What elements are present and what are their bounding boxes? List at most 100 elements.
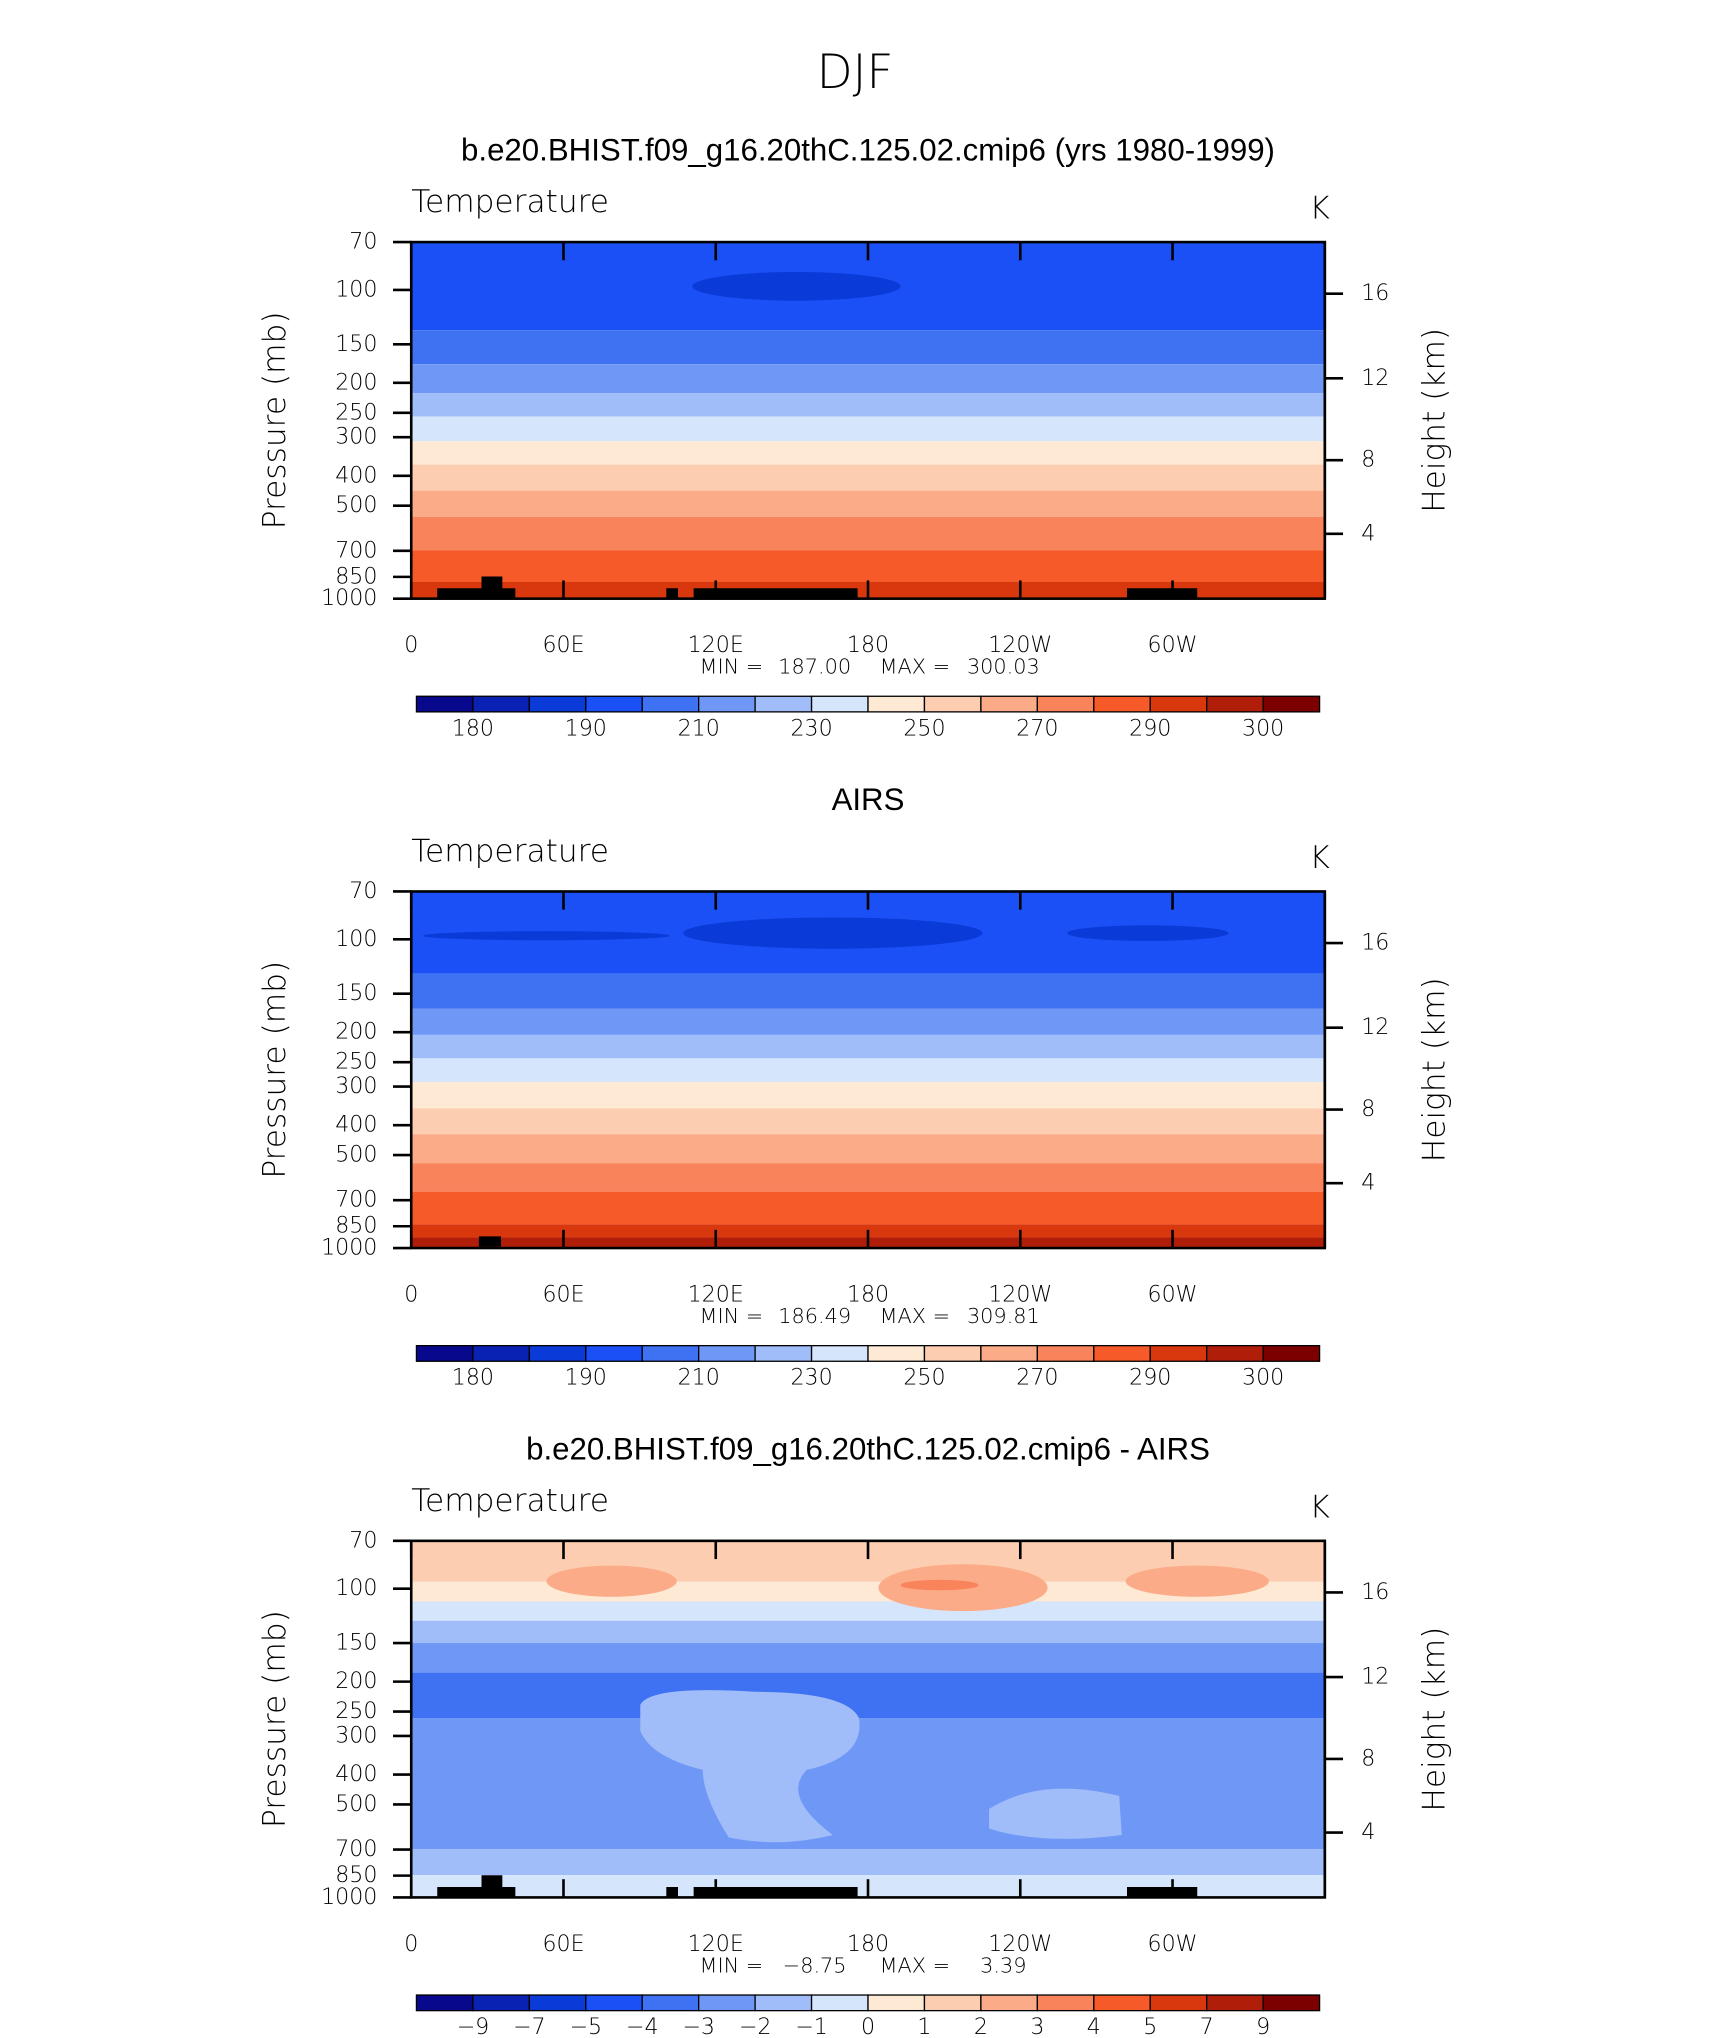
contour-band	[411, 1620, 1325, 1644]
y-tick-label: 250	[335, 399, 377, 425]
minimum-area	[1067, 925, 1229, 941]
colorbar-label: 5	[1143, 2014, 1157, 2038]
contour-band	[411, 364, 1325, 394]
colorbar-box	[1262, 1344, 1321, 1362]
y2-tick-label: 12	[1361, 1014, 1389, 1040]
y-tick-label: 400	[335, 1761, 377, 1787]
colorbar-box	[810, 695, 869, 713]
y-tick-label: 70	[349, 1527, 377, 1553]
y-tick-label: 400	[335, 462, 377, 488]
y-tick-label: 200	[335, 369, 377, 395]
contour-band	[411, 1034, 1325, 1059]
contour-band	[411, 1082, 1325, 1109]
colorbar-label: 190	[565, 715, 607, 741]
minimum-area	[422, 931, 671, 941]
colorbar-box	[1093, 695, 1151, 713]
x-tick-label: 180	[847, 1281, 889, 1307]
colorbar-box	[641, 695, 700, 713]
colorbar-label: 4	[1087, 2014, 1101, 2038]
y-tick-label: 250	[335, 1698, 377, 1724]
colorbar-label: 230	[790, 1365, 832, 1391]
y2-tick-label: 12	[1361, 365, 1389, 391]
colorbar-box	[1206, 1994, 1264, 2012]
colorbar-box	[415, 1994, 474, 2012]
colorbar-box	[1036, 1994, 1095, 2012]
y-tick-label: 100	[335, 926, 377, 952]
y2-tick-label: 8	[1361, 1745, 1375, 1771]
y2-tick-label: 4	[1361, 1170, 1375, 1196]
y2-tick-label: 12	[1361, 1664, 1389, 1690]
y2-tick-label: 16	[1361, 280, 1389, 306]
colorbar-box	[1262, 695, 1321, 713]
colorbar-box	[810, 1994, 869, 2012]
contour-band	[411, 1008, 1325, 1035]
contour-band	[411, 1601, 1325, 1621]
x-tick-label: 120W	[988, 1281, 1052, 1307]
y2-tick-label: 4	[1361, 520, 1375, 546]
y2-tick-label: 16	[1361, 930, 1389, 956]
colorbar-label: 300	[1242, 1365, 1284, 1391]
contour-band	[411, 1191, 1325, 1225]
colorbar-box	[980, 695, 1039, 713]
contour-band	[411, 416, 1325, 442]
suptitle: DJF	[817, 46, 894, 100]
colorbar-label: 290	[1129, 1365, 1171, 1391]
y-tick-label: 850	[335, 1862, 377, 1888]
contour-band	[411, 330, 1325, 365]
contour-band	[411, 1163, 1325, 1192]
colorbar-label: 7	[1200, 2014, 1214, 2038]
y2-axis-label: Height (km)	[1416, 977, 1452, 1162]
left-string: Temperature	[411, 1483, 609, 1519]
x-tick-label: 60W	[1148, 1281, 1198, 1307]
colorbar-box	[923, 1344, 982, 1362]
colorbar-box	[1149, 1994, 1208, 2012]
colorbar-box	[415, 1344, 474, 1362]
min-value: 187.00	[778, 655, 851, 679]
y-tick-label: 70	[349, 878, 377, 904]
min-value: 186.49	[778, 1304, 851, 1328]
y2-tick-label: 16	[1361, 1579, 1389, 1605]
panel-title: b.e20.BHIST.f09_g16.20thC.125.02.cmip6 (…	[461, 133, 1275, 168]
left-string: Temperature	[411, 833, 609, 869]
colorbar-box	[1036, 1344, 1095, 1362]
y-tick-label: 700	[335, 1836, 377, 1862]
colorbar-box	[1093, 1994, 1151, 2012]
right-string: K	[1309, 840, 1330, 876]
colorbar-label: 210	[678, 715, 720, 741]
y-tick-label: 1000	[321, 1235, 377, 1261]
min-label: MIN =	[700, 655, 764, 679]
y2-axis-label: Height (km)	[1416, 1627, 1452, 1812]
y-tick-label: 200	[335, 1019, 377, 1045]
x-tick-label: 60E	[542, 1281, 584, 1307]
fields	[411, 242, 1325, 1898]
colorbar-label: 230	[790, 715, 832, 741]
colorbar-box	[923, 1994, 982, 2012]
x-tick-label: 120W	[988, 632, 1052, 658]
panel-title: AIRS	[832, 782, 905, 817]
y-tick-label: 150	[335, 331, 377, 357]
max-value: 300.03	[967, 655, 1040, 679]
colorbar-label: 300	[1242, 715, 1284, 741]
max-value: 309.81	[967, 1304, 1040, 1328]
y-tick-label: 850	[335, 563, 377, 589]
colorbar-box	[1262, 1994, 1321, 2012]
y-tick-label: 300	[335, 424, 377, 450]
anomaly-area	[640, 1690, 860, 1843]
colorbar-box	[1149, 695, 1208, 713]
y-tick-label: 250	[335, 1049, 377, 1075]
contour-band	[411, 516, 1325, 551]
colorbar-label: 3	[1030, 2014, 1044, 2038]
colorbar-label: 250	[903, 1365, 945, 1391]
colorbar-box	[867, 1344, 926, 1362]
contour-band	[411, 1718, 1325, 1850]
colorbar-label: −7	[513, 2014, 546, 2038]
colorbar-box	[585, 695, 643, 713]
colorbar-box	[810, 1344, 869, 1362]
contour-band	[411, 1108, 1325, 1135]
colorbar-box	[754, 1994, 813, 2012]
colorbar-box	[1149, 1344, 1208, 1362]
right-string: K	[1309, 1489, 1330, 1525]
anomaly-area	[989, 1788, 1122, 1839]
colorbar-box	[923, 695, 982, 713]
colorbar-label: 270	[1016, 1365, 1058, 1391]
